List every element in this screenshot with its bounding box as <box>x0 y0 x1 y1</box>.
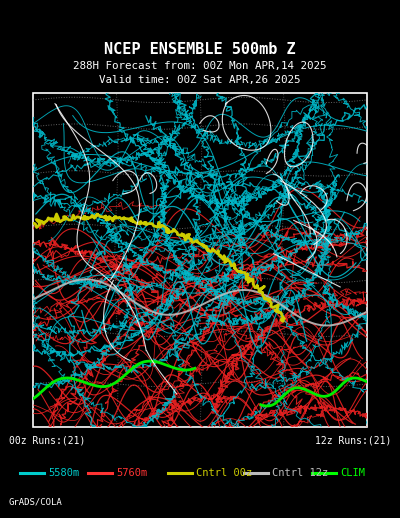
Text: 00z Runs:(21): 00z Runs:(21) <box>9 435 85 445</box>
Text: 5580m: 5580m <box>48 468 79 478</box>
Text: CLIM: CLIM <box>340 468 365 478</box>
Text: NCEP ENSEMBLE 500mb Z: NCEP ENSEMBLE 500mb Z <box>104 42 296 56</box>
Text: 5760m: 5760m <box>116 468 147 478</box>
Text: Valid time: 00Z Sat APR,26 2025: Valid time: 00Z Sat APR,26 2025 <box>99 75 301 85</box>
Text: Cntrl 00z: Cntrl 00z <box>196 468 252 478</box>
Text: GrADS/COLA: GrADS/COLA <box>9 498 62 507</box>
Text: Cntrl 12z: Cntrl 12z <box>272 468 328 478</box>
Text: 288H Forecast from: 00Z Mon APR,14 2025: 288H Forecast from: 00Z Mon APR,14 2025 <box>73 61 327 71</box>
Text: 12z Runs:(21): 12z Runs:(21) <box>315 435 391 445</box>
